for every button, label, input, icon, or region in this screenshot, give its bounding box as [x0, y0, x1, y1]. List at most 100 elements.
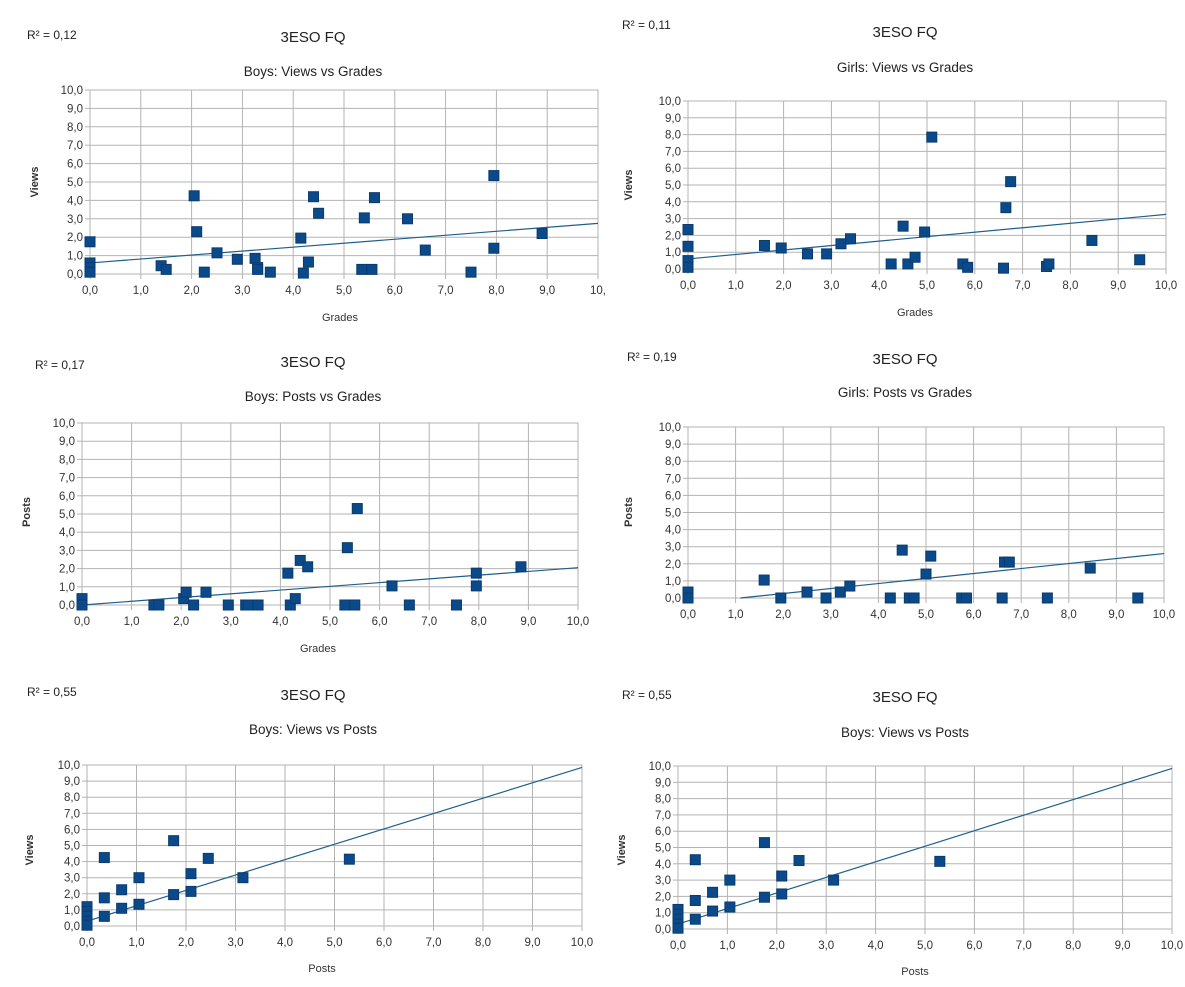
x-tick-label: 2,0: [184, 285, 200, 297]
data-point: [249, 252, 261, 264]
x-tick-label: 5,0: [917, 940, 933, 952]
plot-frame: [687, 100, 1167, 270]
y-tick-label: 9,0: [665, 113, 681, 125]
data-point: [682, 240, 694, 252]
data-point: [934, 855, 946, 867]
y-tick-label: 8,0: [67, 122, 83, 134]
y-tick-label: 0,0: [67, 269, 83, 281]
x-tick-label: 8,0: [1061, 609, 1077, 621]
y-tick-label: 4,0: [64, 857, 80, 869]
x-tick-label: 9,0: [525, 937, 541, 949]
data-point: [885, 258, 897, 270]
r-squared-label: R² = 0,19: [627, 350, 677, 364]
y-tick-label: 3,0: [64, 873, 80, 885]
data-point: [821, 248, 833, 260]
y-tick-label: 9,0: [655, 777, 671, 789]
x-tick-label: 10,0: [571, 937, 593, 949]
y-axis-label: Views: [29, 167, 41, 198]
data-point: [1134, 254, 1146, 266]
chart-subtitle: Girls: Posts vs Grades: [838, 385, 973, 400]
data-point: [470, 580, 482, 592]
data-point: [828, 874, 840, 886]
y-axis-label: Views: [24, 835, 36, 866]
x-tick-label: 2,0: [178, 937, 194, 949]
data-point: [188, 599, 200, 611]
y-tick-label: 1,0: [64, 905, 80, 917]
x-tick-label: 1,0: [129, 937, 145, 949]
chart-title: 3ESO FQ: [280, 354, 345, 371]
data-point: [926, 131, 938, 143]
x-tick-label: 1,0: [719, 940, 735, 952]
y-tick-label: 1,0: [59, 582, 75, 594]
plot-frame: [81, 422, 579, 606]
x-tick-label: 1,0: [728, 280, 744, 292]
trendline: [89, 222, 599, 264]
data-point: [282, 567, 294, 579]
data-point: [308, 191, 320, 203]
scatter-chart-1: R² = 0,12 3ESO FQ Boys: Views vs Grades 0,0…: [27, 28, 606, 324]
chart-panel-4: R² = 0,19 3ESO FQ Girls: Posts vs Grades 0,…: [592, 330, 1185, 660]
data-point: [488, 170, 500, 182]
x-tick-label: 5,0: [327, 937, 343, 949]
x-tick-label: 1,0: [728, 609, 744, 621]
x-tick-label: 5,0: [918, 609, 934, 621]
data-point: [185, 868, 197, 880]
x-tick-label: 10,0: [1161, 940, 1183, 952]
y-tick-label: 7,0: [67, 140, 83, 152]
y-tick-label: 8,0: [665, 456, 681, 468]
x-tick-label: 3,0: [823, 609, 839, 621]
x-tick-label: 7,0: [421, 616, 437, 628]
data-point: [211, 247, 223, 259]
data-point: [682, 592, 694, 604]
y-tick-label: 1,0: [655, 908, 671, 920]
chart-title: 3ESO FQ: [872, 24, 937, 41]
x-axis-label: Grades: [897, 307, 934, 319]
x-tick-label: 5,0: [322, 616, 338, 628]
x-tick-label: 4,0: [285, 285, 301, 297]
data-point: [724, 874, 736, 886]
x-tick-label: 4,0: [868, 940, 884, 952]
data-point: [252, 599, 264, 611]
data-point: [1005, 176, 1017, 188]
x-tick-label: 3,0: [823, 280, 839, 292]
y-tick-label: 10,0: [659, 96, 681, 108]
x-tick-label: 0,0: [79, 937, 95, 949]
y-tick-label: 2,0: [665, 559, 681, 571]
data-point: [200, 586, 212, 598]
y-tick-label: 3,0: [67, 214, 83, 226]
x-tick-label: 3,0: [818, 940, 834, 952]
x-tick-label: 6,0: [966, 940, 982, 952]
data-point: [98, 892, 110, 904]
data-point: [470, 567, 482, 579]
data-point: [1003, 556, 1015, 568]
y-tick-label: 8,0: [64, 792, 80, 804]
data-point: [1084, 562, 1096, 574]
data-point: [252, 263, 264, 275]
x-tick-label: 9,0: [539, 285, 555, 297]
data-point: [98, 910, 110, 922]
data-point: [996, 592, 1008, 604]
y-tick-label: 7,0: [64, 808, 80, 820]
data-point: [834, 586, 846, 598]
data-point: [465, 266, 477, 278]
x-tick-label: 0,0: [680, 609, 696, 621]
chart-panel-1: R² = 0,12 3ESO FQ Boys: Views vs Grades 0,0…: [0, 0, 606, 330]
data-point: [707, 905, 719, 917]
x-tick-label: 9,0: [1110, 280, 1126, 292]
y-tick-label: 4,0: [655, 859, 671, 871]
data-point: [536, 228, 548, 240]
y-tick-label: 0,0: [655, 924, 671, 936]
data-point: [297, 267, 309, 279]
data-point: [997, 262, 1009, 274]
x-axis-label: Posts: [901, 966, 929, 978]
data-point: [776, 888, 788, 900]
x-tick-label: 4,0: [870, 609, 886, 621]
r-squared-label: R² = 0,55: [622, 688, 672, 702]
data-point: [153, 599, 165, 611]
data-point: [1043, 258, 1055, 270]
data-point: [908, 592, 920, 604]
data-point: [845, 233, 857, 245]
data-point: [231, 253, 243, 265]
data-point: [160, 263, 172, 275]
data-point: [793, 855, 805, 867]
